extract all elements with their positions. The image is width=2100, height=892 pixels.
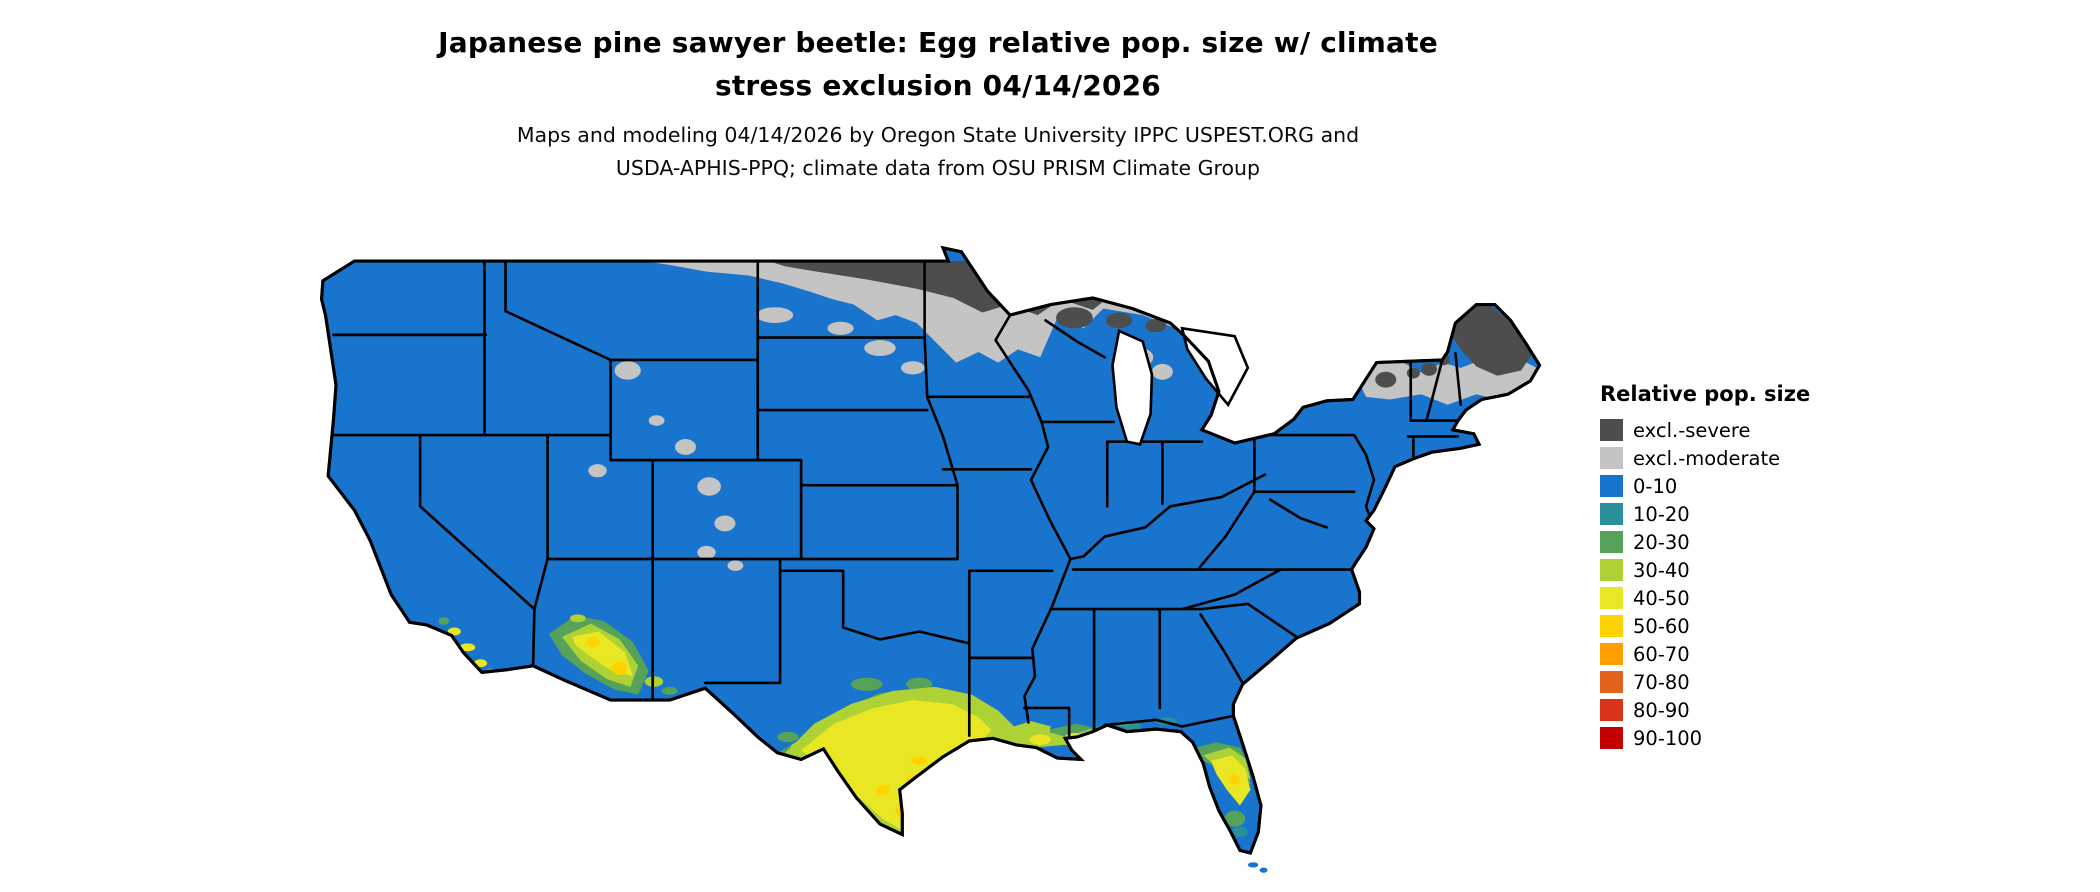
legend-swatch bbox=[1600, 615, 1623, 637]
legend-swatch bbox=[1600, 699, 1623, 721]
legend-swatch bbox=[1600, 727, 1623, 749]
legend-label: 30-40 bbox=[1633, 558, 1690, 582]
legend-item: 50-60 bbox=[1600, 612, 1810, 640]
great-lakes bbox=[1111, 326, 1250, 446]
legend-swatch bbox=[1600, 419, 1623, 441]
legend-label: 10-20 bbox=[1633, 502, 1690, 526]
legend-item: 30-40 bbox=[1600, 556, 1810, 584]
legend-item: 70-80 bbox=[1600, 668, 1810, 696]
lake-michigan bbox=[1111, 329, 1154, 446]
legend-swatch bbox=[1600, 447, 1623, 469]
legend-label: 70-80 bbox=[1633, 670, 1690, 694]
us-map bbox=[315, 236, 1550, 882]
legend-swatch bbox=[1600, 587, 1623, 609]
map-subtitle-line2: USDA-APHIS-PPQ; climate data from OSU PR… bbox=[615, 156, 1261, 181]
legend-label: 50-60 bbox=[1633, 614, 1690, 638]
pop-50-60-region bbox=[586, 636, 1240, 818]
legend-item: 10-20 bbox=[1600, 500, 1810, 528]
legend-swatch bbox=[1600, 531, 1623, 553]
legend-item: 80-90 bbox=[1600, 696, 1810, 724]
map-title-line2: stress exclusion 04/14/2026 bbox=[714, 68, 1161, 102]
legend-label: 60-70 bbox=[1633, 642, 1690, 666]
legend-swatch bbox=[1600, 559, 1623, 581]
us-map-svg bbox=[319, 246, 1542, 873]
map-header: Japanese pine sawyer beetle: Egg relativ… bbox=[0, 22, 1876, 186]
legend-swatch bbox=[1600, 475, 1623, 497]
legend-item: 20-30 bbox=[1600, 528, 1810, 556]
map-title: Japanese pine sawyer beetle: Egg relativ… bbox=[0, 22, 1876, 107]
legend-label: 20-30 bbox=[1633, 530, 1690, 554]
legend-label: 40-50 bbox=[1633, 586, 1690, 610]
legend-item: 60-70 bbox=[1600, 640, 1810, 668]
legend-label: excl.-severe bbox=[1633, 418, 1751, 442]
legend-item: excl.-moderate bbox=[1600, 444, 1810, 472]
legend: Relative pop. size excl.-severe excl.-mo… bbox=[1600, 382, 1810, 752]
map-title-line1: Japanese pine sawyer beetle: Egg relativ… bbox=[438, 26, 1438, 59]
legend-item: 90-100 bbox=[1600, 724, 1810, 752]
legend-swatch bbox=[1600, 503, 1623, 525]
legend-item: excl.-severe bbox=[1600, 416, 1810, 444]
florida-keys bbox=[1247, 862, 1268, 873]
lake-huron bbox=[1180, 326, 1250, 408]
legend-label: 0-10 bbox=[1633, 474, 1678, 498]
legend-swatch bbox=[1600, 671, 1623, 693]
map-subtitle-line1: Maps and modeling 04/14/2026 by Oregon S… bbox=[516, 123, 1360, 148]
legend-label: 80-90 bbox=[1633, 698, 1690, 722]
legend-item: 40-50 bbox=[1600, 584, 1810, 612]
legend-item: 0-10 bbox=[1600, 472, 1810, 500]
legend-label: 90-100 bbox=[1633, 726, 1703, 750]
legend-label: excl.-moderate bbox=[1633, 446, 1781, 470]
map-subtitle: Maps and modeling 04/14/2026 by Oregon S… bbox=[0, 119, 1876, 185]
legend-title: Relative pop. size bbox=[1600, 382, 1811, 406]
legend-swatch bbox=[1600, 643, 1623, 665]
